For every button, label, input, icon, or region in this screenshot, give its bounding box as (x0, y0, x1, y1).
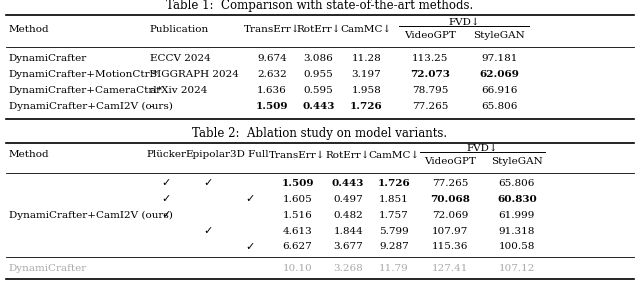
Text: 91.318: 91.318 (499, 227, 535, 236)
Text: Method: Method (9, 150, 49, 159)
Text: 1.726: 1.726 (350, 102, 383, 111)
Text: 100.58: 100.58 (499, 242, 535, 251)
Text: ✓: ✓ (204, 178, 212, 188)
Text: 1.757: 1.757 (379, 211, 409, 220)
Text: ✓: ✓ (162, 178, 171, 188)
Text: 9.287: 9.287 (379, 242, 409, 251)
Text: Epipolar: Epipolar (186, 150, 230, 159)
Text: 0.443: 0.443 (332, 179, 364, 188)
Text: 1.516: 1.516 (283, 211, 312, 220)
Text: arXiv 2024: arXiv 2024 (150, 86, 207, 95)
Text: 0.443: 0.443 (302, 102, 335, 111)
Text: -: - (150, 102, 153, 111)
Text: VideoGPT: VideoGPT (424, 157, 476, 166)
Text: 5.799: 5.799 (379, 227, 409, 236)
Text: 62.069: 62.069 (479, 70, 519, 79)
Text: Plücker: Plücker (147, 150, 186, 159)
Text: 0.595: 0.595 (303, 86, 333, 95)
Text: RotErr↓: RotErr↓ (326, 150, 371, 159)
Text: 61.999: 61.999 (499, 211, 535, 220)
Text: TransErr↓: TransErr↓ (244, 25, 300, 33)
Text: DynamiCrafter+MotionCtrl*: DynamiCrafter+MotionCtrl* (9, 70, 159, 79)
Text: VideoGPT: VideoGPT (404, 31, 456, 40)
Text: 10.10: 10.10 (283, 264, 312, 273)
Text: 6.627: 6.627 (283, 242, 312, 251)
Text: 1.958: 1.958 (351, 86, 381, 95)
Text: 115.36: 115.36 (432, 242, 468, 251)
Text: 77.265: 77.265 (432, 179, 468, 188)
Text: 127.41: 127.41 (432, 264, 468, 273)
Text: ✓: ✓ (245, 194, 254, 204)
Text: Table 1:  Comparison with state-of-the-art methods.: Table 1: Comparison with state-of-the-ar… (166, 0, 474, 12)
Text: Method: Method (9, 25, 49, 33)
Text: 11.28: 11.28 (351, 54, 381, 63)
Text: 1.605: 1.605 (283, 195, 312, 204)
Text: 65.806: 65.806 (481, 102, 517, 111)
Text: 2.632: 2.632 (257, 70, 287, 79)
Text: 3.197: 3.197 (351, 70, 381, 79)
Text: 107.12: 107.12 (499, 264, 535, 273)
Text: 97.181: 97.181 (481, 54, 517, 63)
Text: CamMC↓: CamMC↓ (368, 150, 420, 159)
Text: 70.068: 70.068 (430, 195, 470, 204)
Text: 3.268: 3.268 (333, 264, 363, 273)
Text: ✓: ✓ (162, 210, 171, 220)
Text: 66.916: 66.916 (481, 86, 517, 95)
Text: 107.97: 107.97 (432, 227, 468, 236)
Text: 72.069: 72.069 (432, 211, 468, 220)
Text: 9.674: 9.674 (257, 54, 287, 63)
Text: 60.830: 60.830 (497, 195, 537, 204)
Text: FVD↓: FVD↓ (448, 18, 480, 27)
Text: ✓: ✓ (245, 242, 254, 252)
Text: 1.851: 1.851 (379, 195, 409, 204)
Text: 77.265: 77.265 (412, 102, 449, 111)
Text: 65.806: 65.806 (499, 179, 535, 188)
Text: 72.073: 72.073 (410, 70, 451, 79)
Text: ✓: ✓ (162, 194, 171, 204)
Text: 3D Full: 3D Full (230, 150, 269, 159)
Text: Publication: Publication (150, 25, 209, 33)
Text: TransErr↓: TransErr↓ (269, 150, 326, 159)
Text: StyleGAN: StyleGAN (474, 31, 525, 40)
Text: DynamiCrafter: DynamiCrafter (9, 264, 87, 273)
Text: 1.726: 1.726 (378, 179, 410, 188)
Text: StyleGAN: StyleGAN (491, 157, 543, 166)
Text: DynamiCrafter+CamI2V (ours): DynamiCrafter+CamI2V (ours) (9, 102, 173, 111)
Text: 113.25: 113.25 (412, 54, 449, 63)
Text: 0.955: 0.955 (303, 70, 333, 79)
Text: 4.613: 4.613 (283, 227, 312, 236)
Text: 0.482: 0.482 (333, 211, 363, 220)
Text: ECCV 2024: ECCV 2024 (150, 54, 211, 63)
Text: 1.636: 1.636 (257, 86, 287, 95)
Text: SIGGRAPH 2024: SIGGRAPH 2024 (150, 70, 239, 79)
Text: Table 2:  Ablation study on model variants.: Table 2: Ablation study on model variant… (193, 127, 447, 141)
Text: 1.509: 1.509 (256, 102, 288, 111)
Text: 3.086: 3.086 (303, 54, 333, 63)
Text: ✓: ✓ (204, 226, 212, 236)
Text: 0.497: 0.497 (333, 195, 363, 204)
Text: DynamiCrafter: DynamiCrafter (9, 54, 87, 63)
Text: 3.677: 3.677 (333, 242, 363, 251)
Text: CamMC↓: CamMC↓ (340, 25, 392, 33)
Text: RotErr↓: RotErr↓ (296, 25, 340, 33)
Text: FVD↓: FVD↓ (467, 144, 499, 153)
Text: 1.844: 1.844 (333, 227, 363, 236)
Text: 1.509: 1.509 (282, 179, 314, 188)
Text: DynamiCrafter+CameraCtrl*: DynamiCrafter+CameraCtrl* (9, 86, 163, 95)
Text: 11.79: 11.79 (379, 264, 409, 273)
Text: 78.795: 78.795 (412, 86, 449, 95)
Text: DynamiCrafter+CamI2V (ours): DynamiCrafter+CamI2V (ours) (9, 211, 173, 220)
